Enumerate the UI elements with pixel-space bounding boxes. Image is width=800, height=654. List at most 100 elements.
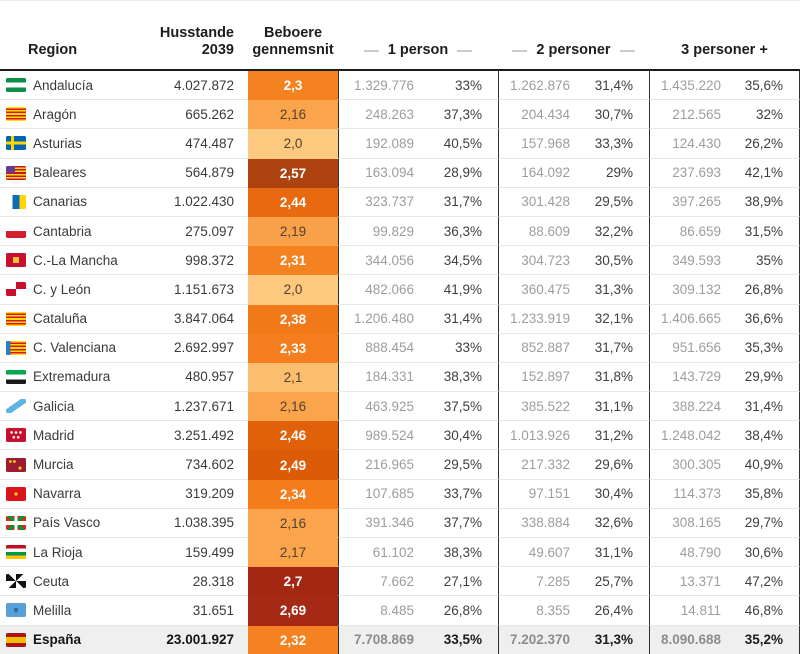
table-row: Murcia 734.602 2,49 216.965 29,5% 217.33…: [0, 450, 800, 480]
two-persons-count: 7.285: [498, 567, 582, 597]
one-person-percent: 41,9%: [426, 275, 498, 305]
flag-andalucia-icon: [6, 78, 26, 93]
flag-murcia-icon: [6, 457, 26, 472]
flag-ceuta-icon: [6, 574, 26, 589]
two-persons-count: 360.475: [498, 275, 582, 305]
three-plus-persons-count: 388.224: [649, 392, 733, 422]
region-cell: C. y León: [0, 275, 150, 305]
one-person-count: 216.965: [338, 450, 426, 480]
column-header-households-2039: Husstande 2039: [150, 25, 248, 69]
table-row: La Rioja 159.499 2,17 61.102 38,3% 49.60…: [0, 538, 800, 568]
avg-residents-heat-cell: 2,49: [248, 450, 338, 480]
region-cell: Murcia: [0, 450, 150, 480]
one-person-count: 107.685: [338, 479, 426, 509]
flag-asturias-icon: [6, 136, 26, 151]
three-plus-persons-count: 114.373: [649, 479, 733, 509]
header-husstande-line2: 2039: [201, 42, 234, 59]
header-dash: [512, 50, 528, 53]
one-person-percent: 31,7%: [426, 188, 498, 217]
two-persons-count: 49.607: [498, 538, 582, 568]
one-person-percent: 33,5%: [426, 625, 498, 654]
region-cell: Madrid: [0, 421, 150, 451]
avg-residents-heat-cell: 2,0: [248, 275, 338, 305]
two-persons-percent: 29,5%: [582, 188, 649, 217]
households-2039-value: 665.262: [150, 100, 248, 130]
two-persons-percent: 31,3%: [582, 275, 649, 305]
three-plus-persons-percent: 31,5%: [733, 216, 800, 247]
avg-residents-heat-cell: 2,46: [248, 421, 338, 451]
flag-larioja-icon: [6, 545, 26, 560]
households-2039-value: 998.372: [150, 246, 248, 276]
three-plus-persons-count: 124.430: [649, 129, 733, 159]
two-persons-count: 88.609: [498, 216, 582, 247]
two-persons-percent: 30,4%: [582, 480, 649, 509]
three-plus-persons-count: 1.248.042: [649, 421, 733, 451]
column-header-region: Region: [28, 42, 78, 59]
avg-residents-heat-cell: 2,34: [248, 479, 338, 509]
two-persons-count: 304.723: [498, 246, 582, 276]
three-plus-persons-count: 14.811: [649, 596, 733, 626]
header-dash: [619, 50, 635, 53]
three-plus-persons-percent: 35,2%: [733, 625, 800, 654]
one-person-count: 163.094: [338, 158, 426, 188]
two-persons-percent: 25,7%: [582, 567, 649, 597]
one-person-percent: 26,8%: [426, 596, 498, 626]
three-plus-persons-percent: 42,1%: [733, 158, 800, 188]
table-body: Andalucía 4.027.872 2,3 1.329.776 33% 1.…: [0, 71, 800, 654]
flag-galicia-icon: [6, 399, 26, 414]
two-persons-percent: 29%: [582, 159, 649, 188]
region-name: Murcia: [33, 457, 74, 473]
region-cell: C.-La Mancha: [0, 246, 150, 276]
one-person-percent: 38,3%: [426, 363, 498, 393]
region-name: C. Valenciana: [33, 340, 117, 356]
flag-aragon-icon: [6, 107, 26, 122]
column-header-avg-residents: Beboere gennemsnit: [248, 25, 338, 69]
one-person-count: 61.102: [338, 538, 426, 568]
two-persons-count: 157.968: [498, 129, 582, 159]
avg-residents-heat-cell: 2,19: [248, 216, 338, 247]
three-plus-persons-percent: 29,7%: [733, 508, 800, 538]
one-person-percent: 37,7%: [426, 509, 498, 538]
table-row: Cantabria 275.097 2,19 99.829 36,3% 88.6…: [0, 216, 800, 247]
one-person-count: 888.454: [338, 333, 426, 363]
three-plus-persons-percent: 40,9%: [733, 450, 800, 480]
table-row: Ceuta 28.318 2,7 7.662 27,1% 7.285 25,7%…: [0, 567, 800, 597]
two-persons-count: 7.202.370: [498, 625, 582, 654]
table-header: Region Husstande 2039 Beboere gennemsnit…: [0, 1, 800, 71]
region-cell: La Rioja: [0, 538, 150, 568]
three-plus-persons-percent: 32%: [733, 100, 800, 130]
flag-cyleon-icon: [6, 282, 26, 297]
one-person-count: 391.346: [338, 508, 426, 538]
three-plus-persons-count: 349.593: [649, 246, 733, 276]
flag-espana-icon: [6, 632, 26, 647]
avg-residents-heat-cell: 2,17: [248, 538, 338, 568]
header-dash: [457, 50, 473, 53]
three-plus-persons-count: 48.790: [649, 538, 733, 568]
one-person-percent: 34,5%: [426, 246, 498, 276]
two-persons-percent: 30,5%: [582, 246, 649, 276]
region-name: Aragón: [33, 106, 77, 122]
header-dash: [363, 50, 379, 53]
table-row: C.-La Mancha 998.372 2,31 344.056 34,5% …: [0, 246, 800, 276]
region-name: Canarias: [33, 194, 88, 210]
one-person-percent: 33,7%: [426, 480, 498, 509]
two-persons-count: 97.151: [498, 479, 582, 509]
households-2039-value: 4.027.872: [150, 71, 248, 101]
header-beboere-line1: Beboere: [263, 24, 323, 41]
households-2039-value: 2.692.997: [150, 334, 248, 363]
one-person-percent: 33%: [426, 71, 498, 101]
region-name: Baleares: [33, 165, 87, 181]
column-header-1-person: 1 person: [338, 42, 498, 69]
three-plus-persons-percent: 36,6%: [733, 304, 800, 334]
households-2039-value: 31.651: [150, 596, 248, 626]
region-name: Cantabria: [33, 223, 92, 239]
one-person-count: 482.066: [338, 275, 426, 305]
one-person-percent: 27,1%: [426, 567, 498, 597]
flag-madrid-icon: [6, 428, 26, 443]
households-2039-value: 734.602: [150, 450, 248, 480]
flag-melilla-icon: [6, 603, 26, 618]
region-cell: Andalucía: [0, 71, 150, 101]
two-persons-count: 385.522: [498, 392, 582, 422]
table-row: Madrid 3.251.492 2,46 989.524 30,4% 1.01…: [0, 421, 800, 451]
three-plus-persons-count: 1.435.220: [649, 71, 733, 101]
